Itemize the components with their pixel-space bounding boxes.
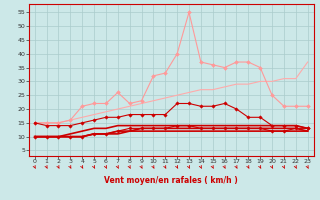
X-axis label: Vent moyen/en rafales ( km/h ): Vent moyen/en rafales ( km/h ) xyxy=(104,176,238,185)
